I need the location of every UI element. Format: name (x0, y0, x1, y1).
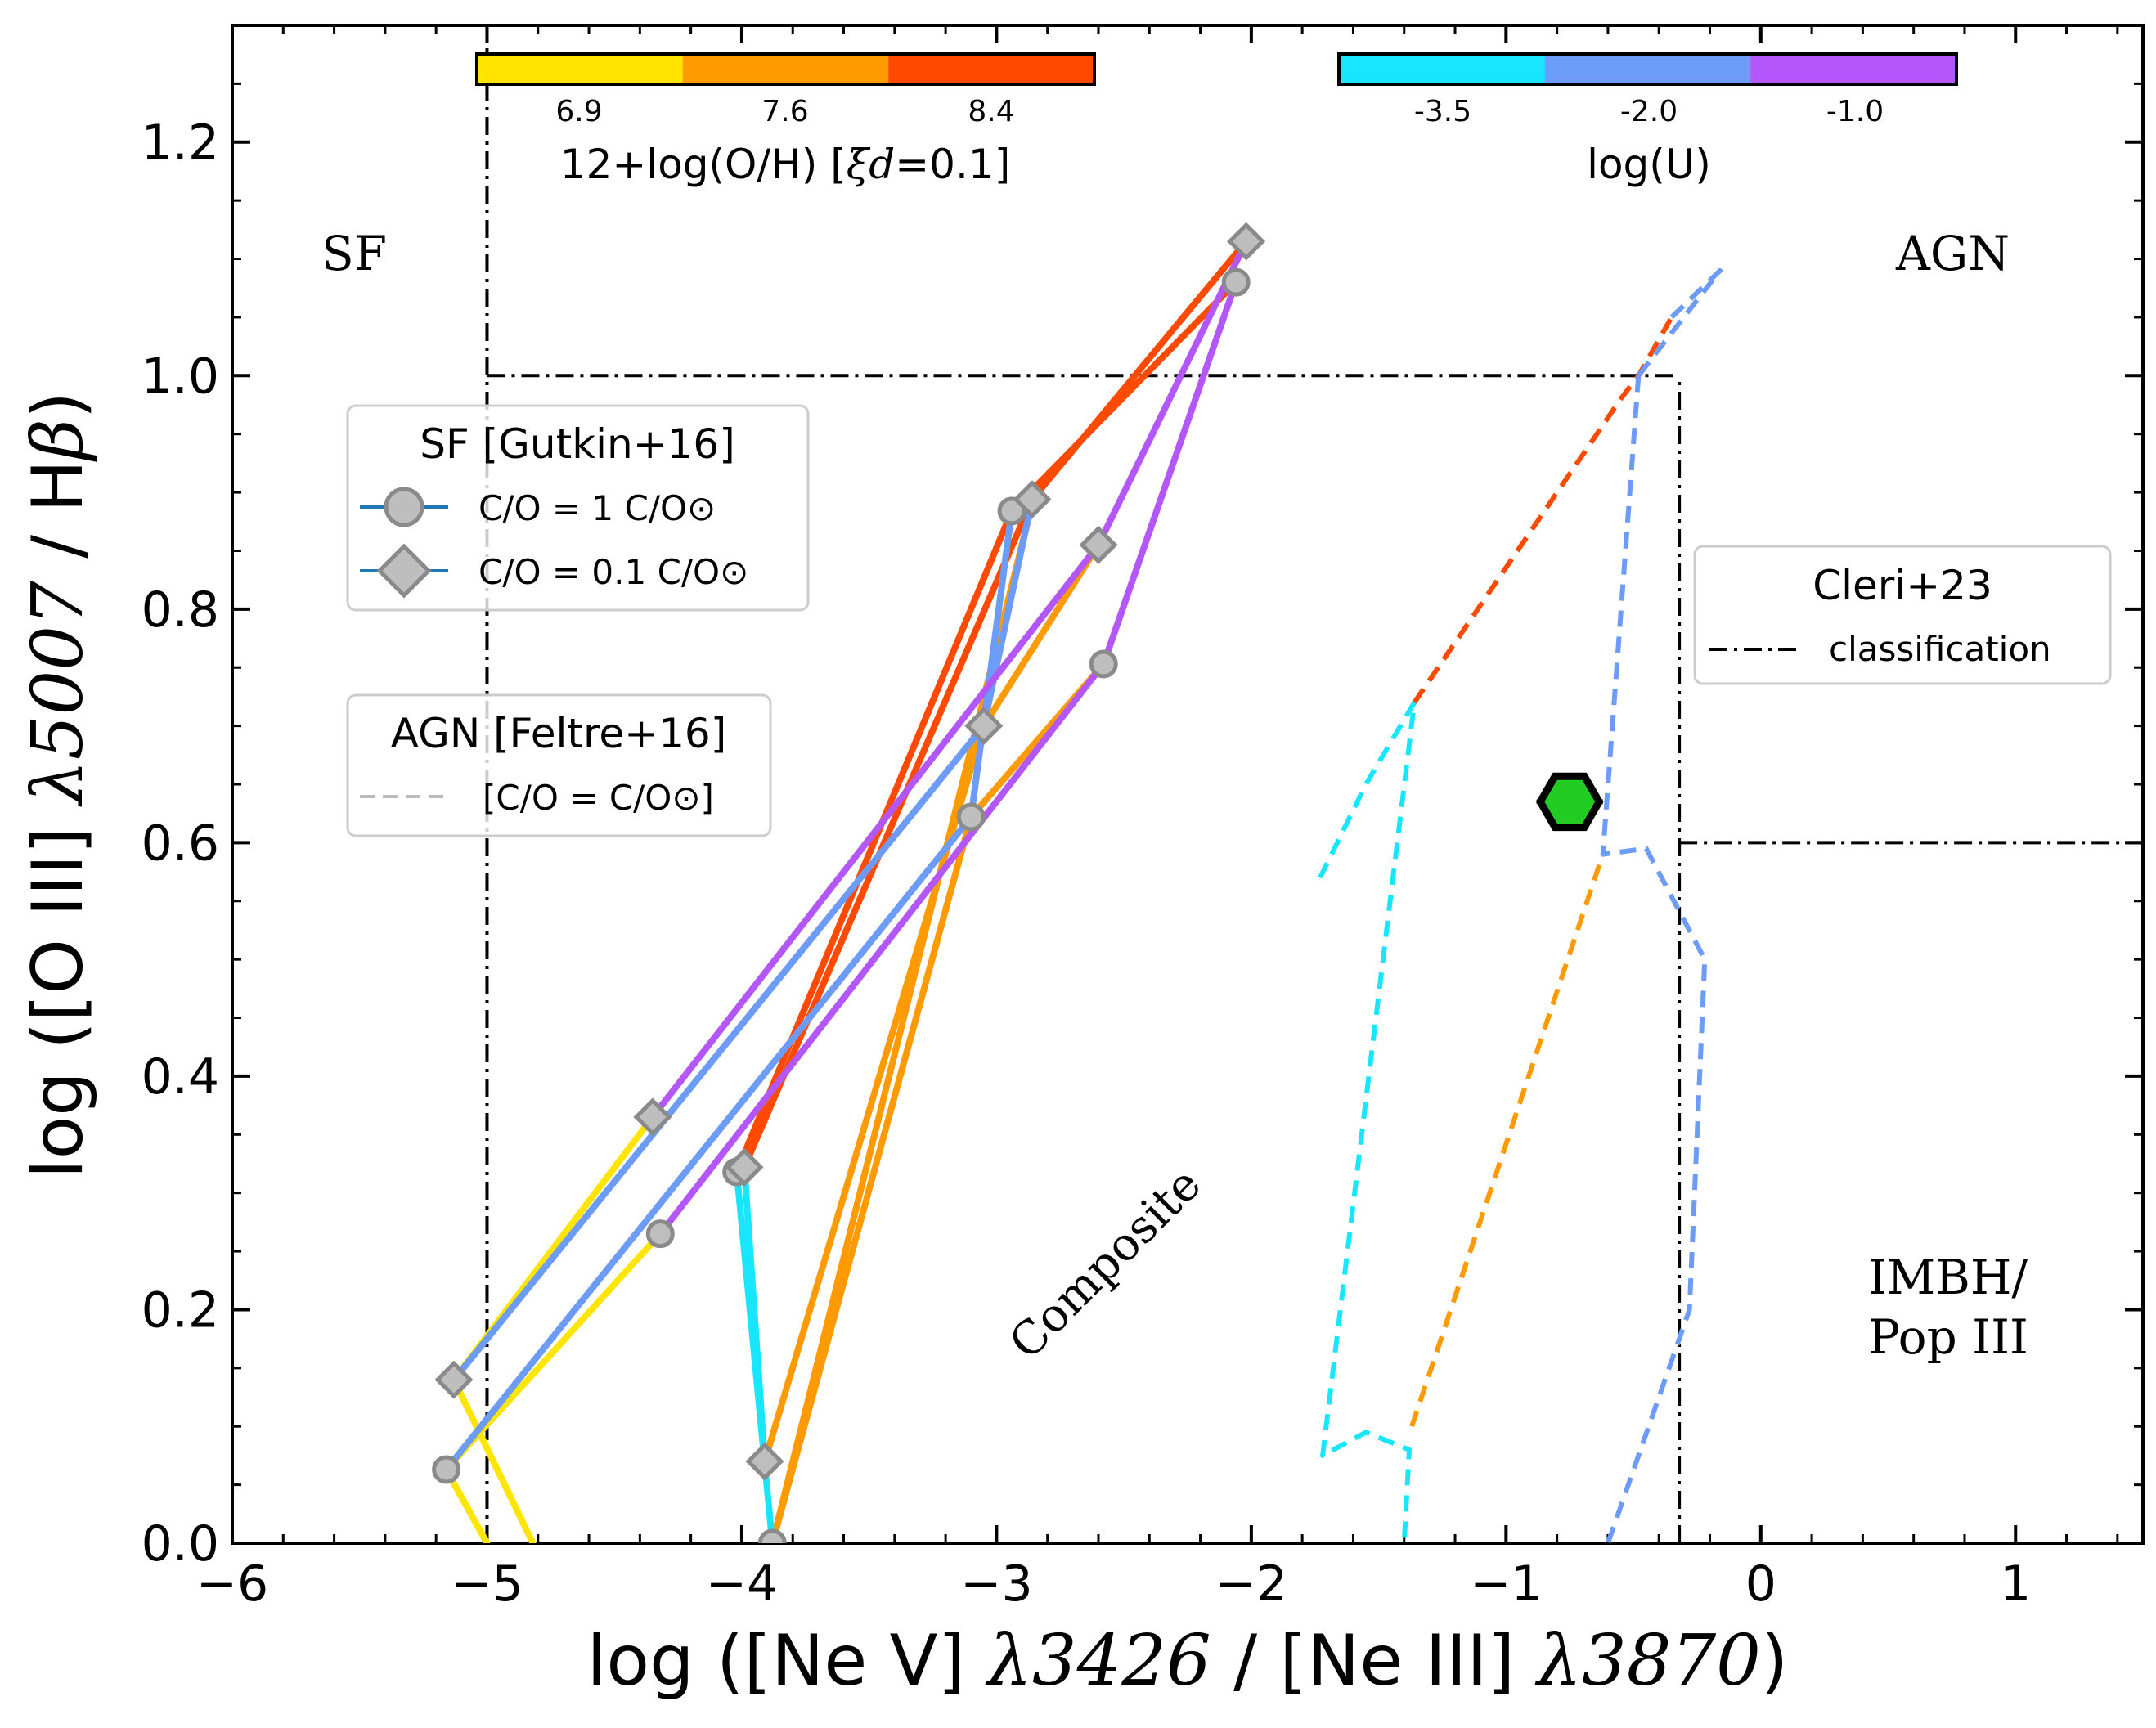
y-tick-label: 0.4 (141, 1048, 219, 1106)
x-axis-label-math1: λ3426 (985, 1620, 1211, 1702)
legend-sf-title: SF [Gutkin+16] (420, 420, 735, 468)
sf-circle-marker (757, 1528, 787, 1543)
x-axis-label: log ([Ne V] λ3426 / [Ne III] λ3870) (587, 1620, 1789, 1702)
sf-model-markers (432, 222, 1266, 1543)
colorbar-metallicity: 6.9 7.6 8.4 12+log(O/H) [ξd=0.1] (475, 52, 1096, 188)
colorbar-swatch (1339, 54, 1546, 84)
y-tick-labels: 0.0 0.2 0.4 0.6 0.8 1.0 1.2 (141, 114, 219, 1573)
legend-cleri-title: Cleri+23 (1812, 562, 1992, 609)
agn-model-line (1412, 316, 1674, 704)
y-tick-label: 0.2 (141, 1281, 219, 1339)
agn-model-line (1600, 375, 1708, 1543)
sf-circle-marker (1089, 649, 1118, 679)
legend-cleri-entry: classification (1829, 629, 2051, 669)
colorbar-logu-tick-2: -1.0 (1826, 95, 1884, 128)
colorbar-metallicity-label: 12+log(O/H) [ξd=0.1] (560, 141, 1010, 188)
colorbar-logu-tick-1: -2.0 (1620, 95, 1678, 128)
x-tick-label: −5 (451, 1555, 523, 1613)
region-label-popiii: Pop III (1868, 1309, 2028, 1365)
x-tick-label: −1 (1470, 1555, 1542, 1613)
colorbar-swatch (682, 54, 889, 84)
legend-agn: AGN [Feltre+16] [C/O = C/O⊙] (346, 693, 772, 837)
sf-diamond-marker (1013, 480, 1052, 519)
x-axis-label-suffix: ) (1761, 1620, 1789, 1702)
colorbar-metallicity-frame (475, 52, 1096, 86)
legend-sf-entry-diamond: C/O = 0.1 C/O⊙ (478, 552, 748, 592)
colorbar-logu-frame (1337, 52, 1958, 86)
sf-model-line (450, 1376, 537, 1543)
sf-circle-marker (956, 802, 986, 832)
legend-cleri-box (1693, 545, 2112, 685)
y-axis-label: log ([O III] λ5007 / Hβ) (17, 392, 99, 1179)
legend-sf-entry-circle: C/O = 1 C/O⊙ (478, 488, 716, 528)
legend-sf-diamond-marker (376, 543, 432, 599)
colorbar-metallicity-tick-1: 7.6 (761, 95, 808, 128)
sf-diamond-marker (745, 1442, 784, 1481)
x-tick-label: −4 (706, 1555, 778, 1613)
x-tick-label: −3 (960, 1555, 1032, 1613)
sf-circle-marker (645, 1219, 675, 1249)
legend-cleri: Cleri+23 classification (1693, 545, 2112, 685)
legend-sf-box (346, 404, 810, 612)
x-tick-label: 0 (1745, 1555, 1776, 1613)
sf-diamond-marker (434, 1360, 474, 1399)
axis-ticks (231, 24, 2143, 1545)
colorbar-logu-swatches (1339, 54, 1957, 84)
legend-agn-box (346, 693, 772, 837)
x-tick-label: 1 (2000, 1555, 2031, 1613)
sf-circle-marker (997, 496, 1026, 526)
x-tick-label: −6 (196, 1555, 268, 1613)
y-tick-label: 0.0 (141, 1515, 219, 1573)
agn-model-line (1318, 700, 1417, 1543)
y-tick-label: 0.8 (141, 581, 219, 639)
agn-model-line (1409, 853, 1606, 1428)
colorbar-logu: -3.5 -2.0 -1.0 log(U) (1337, 52, 1958, 188)
data-point-hexagon (1536, 772, 1604, 832)
colorbar-swatch (1544, 54, 1751, 84)
sf-model-line (741, 1164, 768, 1465)
colorbar-swatch (477, 54, 684, 84)
sf-circle-marker (432, 1455, 461, 1484)
agn-model-lines (1318, 267, 1723, 1543)
colorbar-swatch (888, 54, 1095, 84)
sf-diamond-marker (1227, 222, 1266, 261)
sf-diamond-marker (633, 1097, 672, 1137)
colorbar-metallicity-swatches (477, 54, 1095, 84)
y-tick-label: 1.0 (141, 348, 219, 405)
legend-sf-circle-marker (384, 487, 424, 527)
legend-agn-entry: [C/O = C/O⊙] (483, 778, 714, 818)
y-axis-label-beta: β (17, 419, 99, 462)
x-axis-label-prefix: log ([Ne V] (587, 1620, 988, 1702)
region-label-imbh: IMBH/ (1868, 1250, 2028, 1305)
colorbar-logu-label: log(U) (1587, 141, 1711, 188)
x-tick-labels: −6 −5 −4 −3 −2 −1 0 1 (196, 1555, 2032, 1613)
y-axis-label-suffix: ) (17, 392, 99, 420)
observed-data-point (1536, 772, 1604, 832)
y-tick-label: 1.2 (141, 114, 219, 172)
y-axis-label-mid: / H (17, 460, 99, 581)
agn-model-line (1636, 267, 1723, 378)
colorbar-metallicity-tick-2: 8.4 (968, 95, 1014, 128)
region-label-agn: AGN (1895, 226, 2010, 281)
y-axis-label-prefix: log ([O III] (17, 805, 99, 1179)
sf-diamond-marker (1079, 525, 1118, 564)
y-axis-label-math: λ5007 (17, 581, 99, 807)
sf-circle-marker (1221, 267, 1251, 297)
colorbar-metallicity-tick-0: 6.9 (555, 95, 602, 128)
x-tick-label: −2 (1215, 1555, 1287, 1613)
colorbar-swatch (1750, 54, 1957, 84)
sf-diamond-marker (725, 1147, 764, 1187)
x-axis-label-mid: / [Ne III] (1211, 1620, 1538, 1702)
x-axis-label-math2: λ3870 (1535, 1620, 1761, 1702)
colorbar-metallicity-label-suffix: =0.1] (895, 141, 1010, 188)
sf-diamond-marker (964, 707, 1004, 746)
colorbar-metallicity-label-math: ξd (847, 141, 896, 188)
legend-sf: SF [Gutkin+16] C/O = 1 C/O⊙ C/O = 0.1 C/… (346, 404, 810, 612)
legend-agn-title: AGN [Feltre+16] (391, 710, 726, 757)
region-label-sf: SF (321, 226, 387, 281)
y-tick-label: 0.6 (141, 815, 219, 872)
colorbar-logu-tick-0: -3.5 (1414, 95, 1471, 128)
colorbar-metallicity-label-prefix: 12+log(O/H) [ (560, 141, 847, 188)
